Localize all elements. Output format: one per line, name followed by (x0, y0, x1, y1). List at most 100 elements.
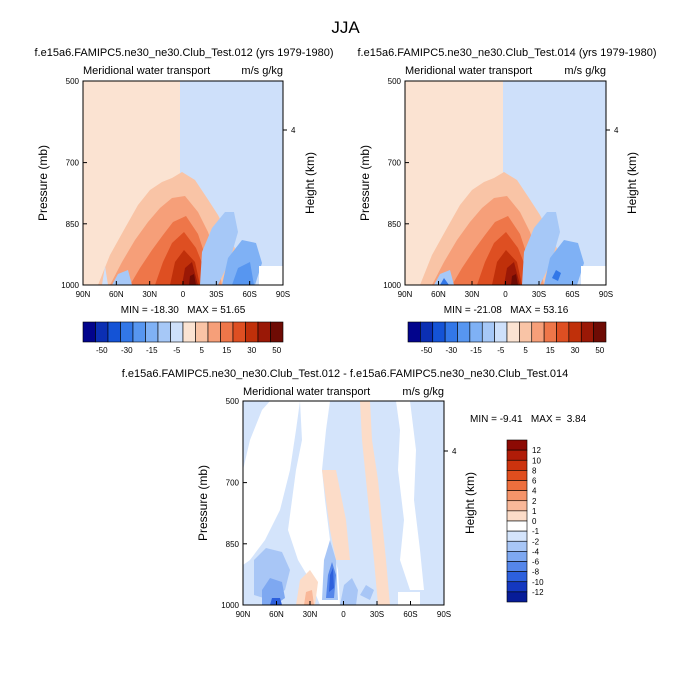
panel-3-max: MAX = 3.84 (531, 414, 587, 425)
panel-3-colorbar-swatch (506, 500, 528, 512)
panel-3-xtick-label: 60S (403, 610, 417, 619)
panel-1-xtick-label: 30N (142, 290, 157, 299)
panel-1-ytick-label: 850 (66, 220, 80, 229)
panel-3-xtick-label: 30S (370, 610, 384, 619)
panel-3-xtick-label: 90S (437, 610, 451, 619)
panel-3-colorbar-swatch (506, 571, 528, 583)
panel-3-colorbar-label: -8 (532, 568, 540, 577)
panel-2-colorbar: -50 -30 -15 -5 5 15 30 50 (407, 321, 607, 355)
panel-1-colorbar-swatch (232, 321, 246, 343)
panel-3-colorbar-swatch (506, 540, 528, 552)
panel-3-y2label: Height (km) (463, 472, 477, 534)
panel-2: f.e15a6.FAMIPC5.ne30_ne30.Club_Test.014 … (357, 47, 656, 355)
panel-3-colorbar-swatch (506, 530, 528, 542)
panel-3-colorbar-label: -2 (532, 537, 540, 546)
panel-3-field (243, 401, 444, 605)
panel-2-colorbar-swatch (580, 321, 594, 343)
panel-1-ytick-label: 700 (66, 159, 80, 168)
panel-1-colorbar-swatch (245, 321, 259, 343)
panel-1-colorbar-swatch (107, 321, 121, 343)
panel-2-xtick-label: 60N (431, 290, 446, 299)
panel-3-ytick-label: 1000 (221, 601, 239, 610)
panel-3-xtick-label: 60N (269, 610, 284, 619)
panel-1-min: MIN = -18.30 (121, 305, 180, 316)
panel-1-colorbar-label: 15 (222, 346, 231, 355)
panel-1-xtick-label: 90N (76, 290, 91, 299)
panel-2-xtick-label: 30N (465, 290, 480, 299)
panel-3-colorbar-label: 8 (532, 466, 537, 475)
panel-3-colorbar-swatch (506, 561, 528, 572)
panel-3-colorbar-swatch (506, 510, 528, 522)
panel-1-colorbar-swatch (195, 321, 209, 343)
panel-1-colorbar-swatch (270, 321, 284, 343)
panel-2-colorbar-label: 30 (571, 346, 580, 355)
panel-1-colorbar-swatch (220, 321, 234, 343)
panel-1-colorbar-swatch (257, 321, 271, 343)
panel-2-xtick-label: 90N (398, 290, 413, 299)
panel-1-colorbar: -50 -30 -15 -5 5 15 30 50 (82, 321, 284, 355)
panel-3-left-label: Meridional water transport (243, 386, 370, 398)
panel-1-colorbar-label: -50 (96, 346, 108, 355)
panel-3-colorbar-swatch (506, 581, 528, 593)
panel-3-colorbar-label: 6 (532, 477, 537, 486)
panel-1-colorbar-label: -15 (146, 346, 158, 355)
panel-1-y2label: Height (km) (303, 152, 317, 214)
panel-3-colorbar-swatch (506, 449, 528, 461)
panel-3-ylabel: Pressure (mb) (196, 465, 210, 541)
panel-1-colorbar-swatch (170, 321, 184, 343)
panel-2-colorbar-swatch (531, 321, 545, 343)
panel-3-colorbar-label: 2 (532, 497, 537, 506)
panel-3-minmax: MIN = -9.41 MAX = 3.84 (470, 414, 587, 425)
panel-2-colorbar-label: -50 (421, 346, 433, 355)
panel-1-colorbar-swatch (207, 321, 221, 343)
panel-3: f.e15a6.FAMIPC5.ne30_ne30.Club_Test.012 … (122, 368, 587, 619)
panel-3-colorbar-swatch (506, 591, 528, 603)
panel-2-ytick-label: 850 (388, 220, 402, 229)
panel-2-minmax: MIN = -21.08 MAX = 53.16 (444, 305, 569, 316)
panel-3-colorbar-label: -4 (532, 547, 540, 556)
panel-1-colorbar-swatch (157, 321, 171, 343)
panel-2-xtick-label: 0 (503, 290, 508, 299)
panel-3-colorbar-label: 4 (532, 487, 537, 496)
panel-1-title: f.e15a6.FAMIPC5.ne30_ne30.Club_Test.012 … (34, 47, 333, 59)
panel-1-colorbar-label: -5 (173, 346, 181, 355)
panel-2-colorbar-swatch (593, 321, 607, 343)
panel-1-colorbar-swatch (145, 321, 159, 343)
panel-1-left-label: Meridional water transport (83, 65, 210, 77)
panel-2-colorbar-swatch (457, 321, 471, 343)
panel-2-colorbar-swatch (407, 321, 421, 343)
panel-2-colorbar-label: 50 (595, 346, 604, 355)
panel-2-colorbar-swatch (494, 321, 508, 343)
panel-2-y2tick-label: 4 (614, 126, 619, 135)
panel-1-y2tick-label: 4 (291, 126, 296, 135)
panel-3-colorbar-label: -12 (532, 588, 544, 597)
panel-2-title: f.e15a6.FAMIPC5.ne30_ne30.Club_Test.014 … (357, 47, 656, 59)
panel-3-colorbar-label: 10 (532, 456, 541, 465)
panel-1-colorbar-swatch (132, 321, 146, 343)
panel-3-y2tick-label: 4 (452, 447, 457, 456)
panel-2-colorbar-swatch (506, 321, 520, 343)
panel-1-xtick-label: 60N (109, 290, 124, 299)
panel-1-xtick-label: 60S (243, 290, 257, 299)
panel-2-colorbar-swatch (543, 321, 557, 343)
panel-2-min: MIN = -21.08 (444, 305, 503, 316)
page-title: JJA (331, 18, 360, 37)
panel-3-colorbar-swatch (506, 551, 528, 562)
panel-3-colorbar-label: -6 (532, 558, 540, 567)
panel-2-xtick-label: 60S (565, 290, 579, 299)
panel-3-xtick-label: 90N (236, 610, 251, 619)
panel-1-ytick-label: 1000 (61, 281, 79, 290)
panel-3-ytick-label: 700 (226, 479, 240, 488)
panel-1-colorbar-swatch (182, 321, 196, 343)
panel-3-colorbar-swatch (506, 459, 528, 471)
panel-3-colorbar-swatch (506, 439, 528, 451)
panel-3-colorbar-label: -1 (532, 527, 540, 536)
panel-2-colorbar-swatch (556, 321, 570, 343)
panel-3-colorbar-label: 12 (532, 446, 541, 455)
panel-1-colorbar-label: -30 (121, 346, 133, 355)
panel-1-field (83, 81, 283, 285)
panel-2-y2label: Height (km) (625, 152, 639, 214)
panel-2-ylabel: Pressure (mb) (358, 145, 372, 221)
panel-3-ytick-label: 850 (226, 540, 240, 549)
